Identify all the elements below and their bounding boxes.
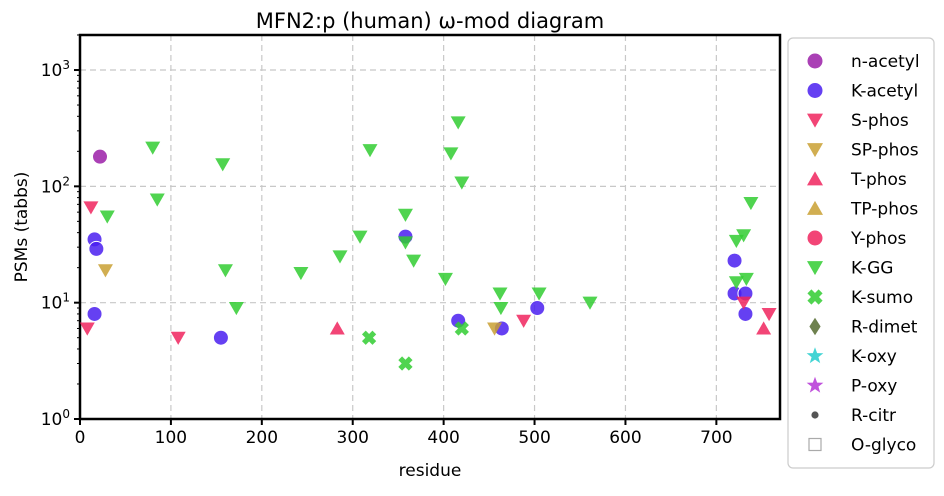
legend-marker-k-acetyl <box>806 82 824 99</box>
s-phos-point <box>83 201 99 215</box>
k-gg-point <box>531 287 547 301</box>
n-acetyl-point <box>92 148 108 165</box>
legend-label-y-phos: Y-phos <box>850 229 906 249</box>
k-gg-point <box>443 147 459 161</box>
legend-label-k-sumo: K-sumo <box>851 288 913 308</box>
legend-label-r-citr: R-citr <box>851 406 896 426</box>
s-phos-point <box>79 322 95 336</box>
k-gg-point <box>352 230 368 244</box>
legend-label-k-gg: K-GG <box>851 259 893 279</box>
k-gg-point <box>149 193 165 207</box>
k-acetyl-point <box>212 329 229 346</box>
x-tick-label: 400 <box>427 428 459 448</box>
legend-marker-p-oxy <box>806 376 824 393</box>
legend-label-t-phos: T-phos <box>850 170 907 190</box>
legend-marker-n-acetyl <box>806 52 824 70</box>
legend-marker-o-glyco <box>808 437 822 452</box>
legend-marker-y-phos <box>806 229 824 247</box>
legend-marker-r-dimet <box>809 317 821 336</box>
k-gg-point <box>736 229 752 243</box>
x-tick-label: 600 <box>609 428 641 448</box>
legend-marker-t-phos <box>807 171 823 186</box>
k-gg-point <box>743 196 759 211</box>
k-gg-point <box>406 254 422 268</box>
legend-label-sp-phos: SP-phos <box>851 141 919 161</box>
k-acetyl-point <box>88 240 105 257</box>
k-gg-point <box>332 250 348 264</box>
k-gg-point <box>145 141 161 155</box>
x-tick-label: 700 <box>700 428 732 448</box>
k-gg-point <box>215 158 231 172</box>
t-phos-point <box>756 321 772 335</box>
k-sumo-point <box>398 356 413 371</box>
y-axis-label: PSMs (tabbs) <box>12 172 32 283</box>
s-phos-point <box>516 314 532 328</box>
k-sumo-point <box>454 321 469 336</box>
x-tick-label: 200 <box>246 428 278 448</box>
legend-marker-r-citr <box>811 411 819 419</box>
legend-label-p-oxy: P-oxy <box>851 377 897 397</box>
x-axis-label: residue <box>399 461 462 481</box>
legend-marker-sp-phos <box>807 143 823 158</box>
legend-marker-s-phos <box>807 113 823 128</box>
legend-marker-k-oxy <box>806 347 824 364</box>
legend-label-o-glyco: O-glyco <box>851 436 916 456</box>
s-phos-point <box>761 307 777 322</box>
legend-label-s-phos: S-phos <box>851 111 909 131</box>
legend-marker-tp-phos <box>807 200 823 215</box>
k-gg-point <box>362 144 378 158</box>
legend-label-r-dimet: R-dimet <box>851 318 918 338</box>
legend-box <box>787 37 935 469</box>
k-gg-point <box>582 296 598 310</box>
legend-label-k-acetyl: K-acetyl <box>851 82 918 102</box>
k-gg-point <box>437 272 453 287</box>
x-tick-label: 300 <box>337 428 369 448</box>
x-tick-label: 100 <box>155 428 187 448</box>
y-tick-label: 100 <box>41 407 70 430</box>
plot-frame <box>78 33 782 421</box>
k-gg-point <box>454 176 470 190</box>
t-phos-point <box>329 321 345 335</box>
y-tick-label: 102 <box>41 174 70 197</box>
k-gg-point <box>293 266 309 281</box>
k-acetyl-point <box>529 299 546 316</box>
chart-title: MFN2:p (human) ω-mod diagram <box>256 9 604 33</box>
s-phos-point <box>170 331 186 345</box>
k-gg-point <box>217 264 233 278</box>
y-tick-label: 103 <box>41 58 70 81</box>
grid <box>80 35 780 419</box>
k-acetyl-point <box>737 305 754 322</box>
k-gg-point <box>492 287 508 301</box>
k-gg-point <box>397 236 413 250</box>
legend-marker-k-gg <box>807 261 823 276</box>
sp-phos-point <box>487 322 503 336</box>
legend-label-k-oxy: K-oxy <box>851 347 897 367</box>
k-sumo-point <box>361 330 377 345</box>
sp-phos-point <box>97 264 113 278</box>
k-gg-point <box>99 210 115 224</box>
k-acetyl-point <box>726 252 743 269</box>
k-gg-point <box>397 208 413 222</box>
k-gg-point <box>728 276 744 290</box>
k-acetyl-point <box>86 305 103 322</box>
k-gg-point <box>738 272 754 287</box>
s-phos-point <box>736 296 752 310</box>
k-gg-point <box>493 301 509 316</box>
k-gg-point <box>728 234 744 248</box>
y-tick-label: 101 <box>41 291 70 314</box>
legend: n-acetyl K-acetyl S-phos SP-phos T-phos TP-ph… <box>806 52 920 456</box>
legend-label-n-acetyl: n-acetyl <box>851 52 920 72</box>
k-gg-point <box>450 116 466 130</box>
legend-marker-k-sumo <box>807 289 823 305</box>
data-points <box>79 116 777 371</box>
x-tick-label: 0 <box>75 428 86 448</box>
legend-label-tp-phos: TP-phos <box>850 200 918 220</box>
k-gg-point <box>228 301 244 316</box>
x-tick-label: 500 <box>518 428 550 448</box>
